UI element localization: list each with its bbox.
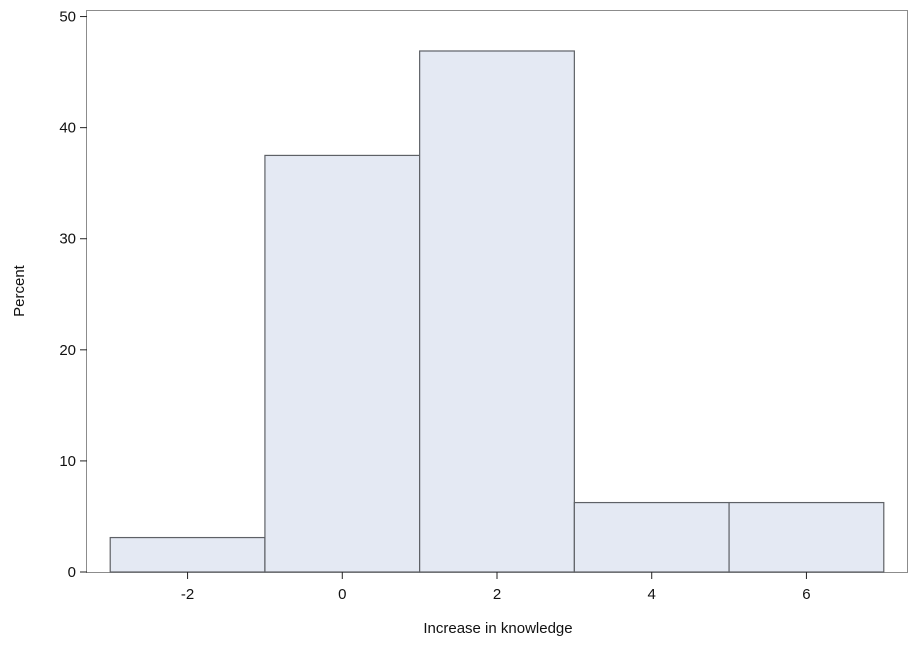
y-tick-label: 0 [68,564,76,581]
y-axis-label: Percent [11,264,28,317]
histogram-bar-3 [573,501,730,573]
x-tick-label: 6 [802,586,810,603]
x-tick-label: -2 [181,586,194,603]
y-axis: 0 10 20 30 40 50 [59,9,87,581]
x-tick-label: 4 [648,586,656,603]
y-tick-label: 50 [59,9,76,26]
y-tick-label: 30 [59,231,76,248]
x-axis-label: Increase in knowledge [423,620,572,637]
histogram-bar-4 [728,501,885,573]
y-tick-label: 40 [59,120,76,137]
x-tick-label: 0 [338,586,346,603]
histogram-bar-2 [419,50,575,573]
bars-group [109,50,885,573]
histogram-bar-0 [109,536,266,573]
x-tick-label: 2 [493,586,501,603]
histogram-bar-1 [264,154,421,573]
x-axis: -2 0 2 4 6 [181,572,811,603]
y-tick-label: 10 [59,453,76,470]
y-tick-label: 20 [59,342,76,359]
